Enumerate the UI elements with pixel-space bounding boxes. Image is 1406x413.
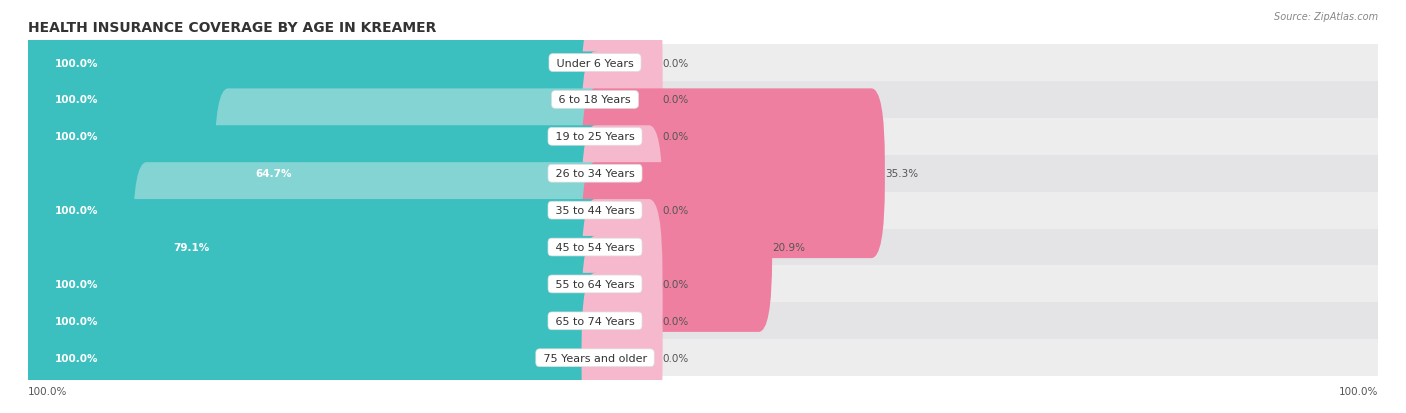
Text: 55 to 64 Years: 55 to 64 Years — [553, 279, 638, 289]
FancyBboxPatch shape — [14, 199, 609, 369]
Text: 0.0%: 0.0% — [662, 58, 689, 69]
FancyBboxPatch shape — [582, 52, 662, 222]
FancyBboxPatch shape — [28, 266, 1378, 303]
FancyBboxPatch shape — [28, 45, 1378, 82]
Text: 20.9%: 20.9% — [772, 242, 806, 252]
Text: Source: ZipAtlas.com: Source: ZipAtlas.com — [1274, 12, 1378, 22]
Text: 75 Years and older: 75 Years and older — [540, 353, 651, 363]
FancyBboxPatch shape — [14, 126, 609, 295]
Text: 100.0%: 100.0% — [55, 132, 98, 142]
FancyBboxPatch shape — [215, 89, 609, 259]
Text: 0.0%: 0.0% — [662, 316, 689, 326]
FancyBboxPatch shape — [28, 339, 1378, 376]
Text: 100.0%: 100.0% — [55, 316, 98, 326]
Text: 45 to 54 Years: 45 to 54 Years — [553, 242, 638, 252]
Text: HEALTH INSURANCE COVERAGE BY AGE IN KREAMER: HEALTH INSURANCE COVERAGE BY AGE IN KREA… — [28, 21, 436, 35]
FancyBboxPatch shape — [28, 155, 1378, 192]
FancyBboxPatch shape — [582, 16, 662, 185]
Text: Under 6 Years: Under 6 Years — [553, 58, 637, 69]
Text: 0.0%: 0.0% — [662, 353, 689, 363]
FancyBboxPatch shape — [582, 163, 772, 332]
FancyBboxPatch shape — [582, 273, 662, 413]
Text: 26 to 34 Years: 26 to 34 Years — [553, 169, 638, 179]
FancyBboxPatch shape — [134, 163, 609, 332]
Text: 100.0%: 100.0% — [55, 58, 98, 69]
FancyBboxPatch shape — [28, 303, 1378, 339]
FancyBboxPatch shape — [582, 236, 662, 406]
FancyBboxPatch shape — [582, 0, 662, 148]
Text: 35.3%: 35.3% — [884, 169, 918, 179]
FancyBboxPatch shape — [582, 199, 662, 369]
FancyBboxPatch shape — [582, 126, 662, 295]
Text: 100.0%: 100.0% — [55, 279, 98, 289]
Text: 100.0%: 100.0% — [55, 95, 98, 105]
Text: 0.0%: 0.0% — [662, 95, 689, 105]
Text: 35 to 44 Years: 35 to 44 Years — [553, 206, 638, 216]
FancyBboxPatch shape — [14, 16, 609, 185]
FancyBboxPatch shape — [28, 119, 1378, 155]
Text: 100.0%: 100.0% — [28, 387, 67, 396]
FancyBboxPatch shape — [14, 273, 609, 413]
Text: 6 to 18 Years: 6 to 18 Years — [555, 95, 634, 105]
Text: 0.0%: 0.0% — [662, 132, 689, 142]
Text: 0.0%: 0.0% — [662, 206, 689, 216]
Text: 100.0%: 100.0% — [1339, 387, 1378, 396]
FancyBboxPatch shape — [14, 0, 609, 148]
Text: 65 to 74 Years: 65 to 74 Years — [553, 316, 638, 326]
FancyBboxPatch shape — [28, 229, 1378, 266]
Text: 19 to 25 Years: 19 to 25 Years — [553, 132, 638, 142]
Text: 0.0%: 0.0% — [662, 279, 689, 289]
FancyBboxPatch shape — [28, 192, 1378, 229]
Text: 79.1%: 79.1% — [173, 242, 209, 252]
FancyBboxPatch shape — [14, 236, 609, 406]
FancyBboxPatch shape — [28, 82, 1378, 119]
Text: 100.0%: 100.0% — [55, 353, 98, 363]
FancyBboxPatch shape — [582, 89, 884, 259]
Text: 64.7%: 64.7% — [256, 169, 291, 179]
Text: 100.0%: 100.0% — [55, 206, 98, 216]
FancyBboxPatch shape — [14, 52, 609, 222]
